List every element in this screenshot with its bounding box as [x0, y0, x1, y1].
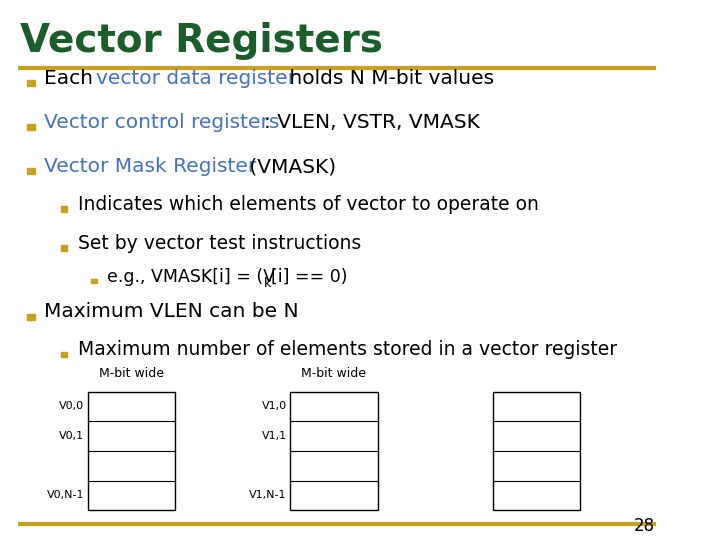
Text: M-bit wide: M-bit wide	[99, 367, 164, 380]
Text: Each: Each	[44, 69, 99, 87]
FancyBboxPatch shape	[27, 314, 35, 320]
Text: Indicates which elements of vector to operate on: Indicates which elements of vector to op…	[78, 195, 539, 214]
Text: V1,0: V1,0	[261, 401, 287, 411]
Text: (VMASK): (VMASK)	[243, 157, 336, 176]
Text: V1,N-1: V1,N-1	[249, 490, 287, 501]
Text: holds N M-bit values: holds N M-bit values	[283, 69, 495, 87]
Text: Vector control registers: Vector control registers	[44, 113, 279, 132]
Text: Maximum number of elements stored in a vector register: Maximum number of elements stored in a v…	[78, 340, 617, 359]
Text: Vector Mask Register: Vector Mask Register	[44, 157, 256, 176]
FancyBboxPatch shape	[60, 206, 68, 212]
FancyBboxPatch shape	[27, 168, 35, 174]
Text: : VLEN, VSTR, VMASK: : VLEN, VSTR, VMASK	[264, 113, 480, 132]
Text: V1,1: V1,1	[261, 431, 287, 441]
Text: Set by vector test instructions: Set by vector test instructions	[78, 234, 361, 253]
Text: Vector Registers: Vector Registers	[20, 22, 383, 59]
Text: V0,N-1: V0,N-1	[47, 490, 84, 501]
FancyBboxPatch shape	[60, 352, 68, 357]
FancyBboxPatch shape	[27, 80, 35, 86]
Text: M-bit wide: M-bit wide	[302, 367, 366, 380]
Text: [i] == 0): [i] == 0)	[271, 268, 348, 286]
Text: Maximum VLEN can be N: Maximum VLEN can be N	[44, 302, 299, 321]
Text: V0,0: V0,0	[59, 401, 84, 411]
Text: vector data register: vector data register	[96, 69, 296, 87]
FancyBboxPatch shape	[27, 124, 35, 130]
Text: V0,1: V0,1	[59, 431, 84, 441]
FancyBboxPatch shape	[60, 245, 68, 251]
Text: 28: 28	[634, 517, 654, 535]
Text: e.g., VMASK[i] = (V: e.g., VMASK[i] = (V	[107, 268, 274, 286]
FancyBboxPatch shape	[91, 279, 96, 284]
Text: k: k	[264, 276, 271, 289]
